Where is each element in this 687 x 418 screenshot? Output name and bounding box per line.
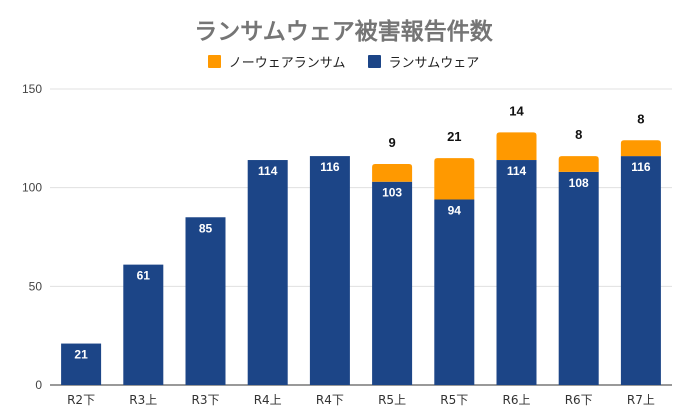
data-label-ransomware: 103 (382, 186, 402, 200)
legend: ノーウェアランサム ランサムウェア (0, 52, 687, 71)
x-tick-label: R7上 (627, 393, 655, 407)
chart-title: ランサムウェア被害報告件数 (194, 19, 493, 45)
data-label-ransomware: 116 (320, 160, 340, 174)
bar-ransomware (372, 181, 413, 385)
bar-ransomware (309, 156, 350, 385)
data-label-noware: 8 (637, 111, 644, 126)
bar-ransomware (247, 160, 288, 385)
legend-label-noware: ノーウェアランサム (228, 56, 346, 71)
x-tick-label: R4上 (254, 393, 282, 407)
x-tick-label: R5上 (378, 393, 406, 407)
x-tick-label: R3上 (129, 393, 157, 407)
data-label-ransomware: 61 (137, 269, 151, 283)
legend-label-ransomware: ランサムウェア (388, 56, 480, 71)
data-label-ransomware: 21 (74, 348, 88, 362)
y-tick-label: 50 (29, 279, 43, 293)
bar-noware (434, 158, 475, 200)
x-tick-label: R4下 (316, 393, 344, 407)
y-tick-label: 100 (22, 181, 42, 195)
data-label-ransomware: 85 (199, 221, 213, 235)
bar-ransomware (185, 217, 226, 385)
bar-ransomware (434, 199, 475, 385)
bar-noware (620, 140, 661, 157)
y-tick-label: 150 (22, 82, 42, 96)
x-tick-label: R6上 (503, 393, 531, 407)
legend-item-noware[interactable]: ノーウェアランサム (207, 52, 346, 71)
legend-item-ransomware[interactable]: ランサムウェア (367, 52, 480, 71)
y-tick-label: 0 (35, 378, 42, 392)
data-label-ransomware: 94 (448, 204, 462, 218)
legend-swatch-ransomware (367, 55, 381, 68)
bar-ransomware (620, 156, 661, 385)
data-label-ransomware: 108 (569, 176, 589, 190)
bar-ransomware (496, 160, 537, 385)
bar-ransomware (61, 343, 102, 385)
data-label-noware: 14 (509, 103, 524, 118)
x-tick-label: R2下 (67, 393, 95, 407)
x-tick-label: R6下 (565, 393, 593, 407)
data-label-ransomware: 114 (258, 164, 278, 178)
data-label-noware: 8 (575, 127, 582, 142)
data-label-noware: 21 (447, 129, 461, 144)
data-label-noware: 9 (388, 135, 395, 150)
bar-ransomware (558, 171, 599, 385)
bar-ransomware (123, 264, 164, 385)
data-label-ransomware: 114 (507, 164, 527, 178)
bar-noware (372, 163, 413, 182)
x-tick-label: R5下 (440, 393, 468, 407)
bar-noware (496, 132, 537, 161)
data-label-ransomware: 116 (631, 160, 651, 174)
legend-swatch-noware (207, 55, 221, 68)
x-tick-label: R3下 (192, 393, 220, 407)
bar-noware (558, 156, 599, 172)
